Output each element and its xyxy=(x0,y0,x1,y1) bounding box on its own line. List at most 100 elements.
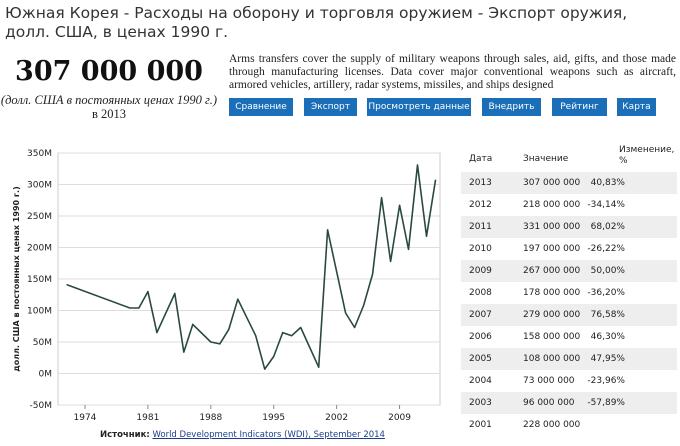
cell-value: 267 000 000 xyxy=(523,266,581,276)
data-point xyxy=(363,304,365,307)
compare-button[interactable]: Сравнение xyxy=(229,98,293,116)
indicator-description: Arms transfers cover the supply of milit… xyxy=(229,53,676,91)
data-point xyxy=(192,323,194,325)
cell-value: 96 000 000 xyxy=(523,398,575,408)
data-point xyxy=(237,298,239,300)
y-tick-label: 250M xyxy=(27,212,52,222)
export-button[interactable]: Экспорт xyxy=(304,98,357,116)
cell-value: 108 000 000 xyxy=(523,354,581,364)
data-point xyxy=(416,164,419,166)
cell-date: 2001 xyxy=(469,420,492,430)
data-point xyxy=(434,179,437,181)
data-point xyxy=(407,248,410,250)
cell-date: 2004 xyxy=(469,376,492,386)
cell-change: 47,95% xyxy=(590,354,625,364)
y-axis-label: долл. США в постоянных ценах 1990 г.) xyxy=(12,186,21,372)
embed-button[interactable]: Внедрить xyxy=(482,98,541,116)
data-point xyxy=(228,328,230,330)
cell-date: 2011 xyxy=(469,222,492,232)
cell-change: 76,58% xyxy=(590,310,625,320)
table-body: 2013 307 000 000 40,83% 2012 218 000 000 -34,… xyxy=(461,172,677,436)
table-row: 2009 267 000 000 50,00% xyxy=(461,260,677,282)
cell-value: 197 000 000 xyxy=(523,244,581,254)
source-prefix: Источник: xyxy=(100,430,150,440)
data-point xyxy=(380,197,383,199)
table-row: 2001 228 000 000 xyxy=(461,414,677,436)
y-tick-label: -50M xyxy=(30,401,52,411)
table-row: 2003 96 000 000 -57,89% xyxy=(461,392,677,414)
cell-change: -26,22% xyxy=(587,244,625,254)
cell-value: 218 000 000 xyxy=(523,200,581,210)
cell-change: -23,96% xyxy=(587,376,625,386)
data-point xyxy=(147,291,149,293)
headline-value: 307 000 000 xyxy=(15,56,203,87)
data-point xyxy=(264,368,266,370)
data-point xyxy=(138,307,140,309)
chart-axes: -50M 0M 50M 100M 150M 200M 250M 300M 350M 1974 198… xyxy=(12,149,411,423)
y-tick-label: 150M xyxy=(27,275,52,285)
cell-date: 2003 xyxy=(469,398,492,408)
table-row: 2006 158 000 000 46,30% xyxy=(461,326,677,348)
cell-value: 307 000 000 xyxy=(523,178,581,188)
cell-change: -34,14% xyxy=(587,200,625,210)
x-tick-label: 1995 xyxy=(262,413,285,423)
table-row: 2007 279 000 000 76,58% xyxy=(461,304,677,326)
year-label: в 2013 xyxy=(91,107,127,121)
data-point xyxy=(183,351,185,353)
y-tick-label: 0M xyxy=(39,370,53,380)
x-tick-label: 2009 xyxy=(388,413,411,423)
view-data-button[interactable]: Просмотреть данные xyxy=(367,98,471,116)
header-date: Дата xyxy=(469,154,493,164)
cell-value: 331 000 000 xyxy=(523,222,581,232)
x-tick-label: 1981 xyxy=(136,413,159,423)
line-chart: -50M 0M 50M 100M 150M 200M 250M 300M 350M 1974 198… xyxy=(12,149,441,423)
ranking-button[interactable]: Рейтинг xyxy=(552,98,607,116)
header-value: Значение xyxy=(523,154,569,164)
cell-date: 2008 xyxy=(469,288,492,298)
table-header: Дата Значение Изменение, % xyxy=(461,145,677,172)
data-point xyxy=(291,335,293,337)
data-point xyxy=(129,307,131,309)
table-row: 2012 218 000 000 -34,14% xyxy=(461,194,677,216)
table-row: 2011 331 000 000 68,02% xyxy=(461,216,677,238)
cell-value: 178 000 000 xyxy=(523,288,581,298)
data-point xyxy=(300,326,302,329)
y-tick-label: 200M xyxy=(27,244,52,254)
table-row: 2005 108 000 000 47,95% xyxy=(461,348,677,370)
cell-change: -36,20% xyxy=(587,288,625,298)
data-point xyxy=(156,331,158,334)
cell-date: 2009 xyxy=(469,266,492,276)
y-tick-label: 300M xyxy=(27,181,52,191)
cell-change: 68,02% xyxy=(590,222,625,232)
data-point xyxy=(219,343,221,345)
table-row: 2013 307 000 000 40,83% xyxy=(461,172,677,194)
cell-value: 158 000 000 xyxy=(523,332,581,342)
page-title: Южная Корея - Расходы на оборону и торго… xyxy=(5,4,628,41)
source-link[interactable]: World Development Indicators (WDI), Sept… xyxy=(152,430,385,440)
cell-date: 2010 xyxy=(469,244,492,254)
y-tick-label: 350M xyxy=(27,149,52,159)
data-point xyxy=(354,326,356,329)
data-point xyxy=(273,355,275,358)
data-point xyxy=(389,260,392,262)
data-point xyxy=(345,312,347,314)
cell-date: 2013 xyxy=(469,178,492,188)
series-layer xyxy=(66,164,437,370)
data-point xyxy=(425,235,428,237)
x-tick-label: 2002 xyxy=(325,413,348,423)
table-row: 2010 197 000 000 -26,22% xyxy=(461,238,677,260)
data-point xyxy=(327,229,329,231)
series-line xyxy=(66,164,437,370)
data-point xyxy=(210,341,212,343)
cell-date: 2012 xyxy=(469,200,492,210)
cell-date: 2007 xyxy=(469,310,492,320)
data-table: Дата Значение Изменение, % 2013 307 000 0… xyxy=(461,145,677,436)
cell-change: 46,30% xyxy=(590,332,625,342)
cell-change: 50,00% xyxy=(590,266,625,276)
cell-value: 279 000 000 xyxy=(523,310,581,320)
data-point xyxy=(318,366,320,368)
map-button[interactable]: Карта xyxy=(617,98,656,116)
cell-change: 40,83% xyxy=(590,178,625,188)
cell-date: 2006 xyxy=(469,332,492,342)
data-point xyxy=(282,331,284,334)
